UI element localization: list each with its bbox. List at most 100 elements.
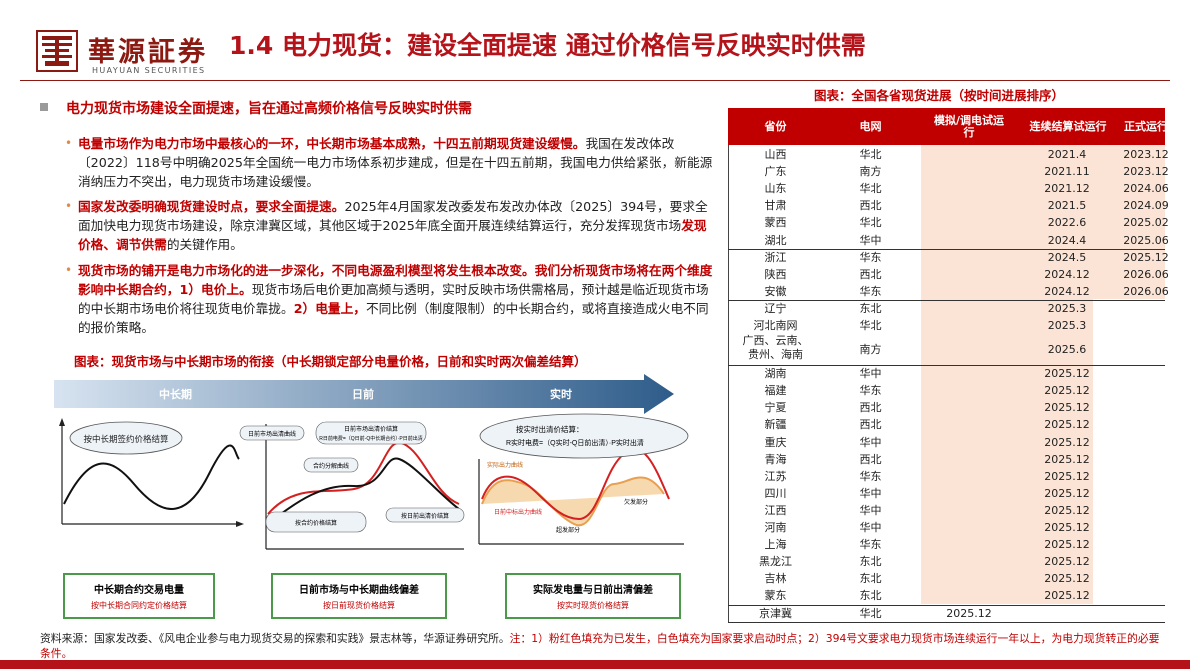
cell-formal: 2025.06	[1123, 233, 1169, 247]
table-row: 蒙西 华北 2022.6 2025.02	[728, 214, 1169, 231]
table-bottom-rule	[728, 622, 1165, 623]
cell-grid: 华东	[859, 469, 882, 483]
summary-box-2: 日前市场与中长期曲线偏差 按日前现货价格结算	[271, 573, 447, 619]
table-caption: 图表：全国各省现货进展（按时间进展排序）	[814, 88, 1065, 103]
bullet-2-tail: 的关键作用。	[166, 237, 243, 252]
cell-continuous: 2024.4	[1047, 233, 1087, 247]
panel3-bubble-text: 按实时出清价结算：	[516, 424, 584, 434]
col-header-trial: 模拟/调电试运行	[933, 113, 1005, 139]
cell-grid: 南方	[859, 165, 882, 179]
cell-grid: 华中	[859, 503, 882, 517]
cell-grid: 华中	[859, 367, 882, 381]
table-row: 山西 华北 2021.4 2023.12	[728, 146, 1169, 163]
bullet-dot-icon: •	[65, 136, 73, 150]
cell-province: 甘肃	[764, 199, 787, 213]
panel3-formula: R实时电费=（Q实时-Q日前出清）·P实时出清	[506, 438, 644, 447]
table-row: 黑龙江 东北 2025.12	[728, 553, 1165, 570]
table-row: 宁夏 西北 2025.12	[728, 399, 1165, 416]
cell-continuous: 2025.3	[1047, 301, 1087, 315]
table-row: 重庆 华中 2025.12	[728, 434, 1165, 451]
table-row: 陕西 西北 2024.12 2026.06	[728, 266, 1169, 283]
cell-province: 河南	[764, 521, 787, 534]
panel2-formula: R日前电费=（Q日前-Q中长期合约）·P日前出清	[319, 435, 422, 442]
table-row: 湖北 华中 2024.4 2025.06	[728, 232, 1169, 249]
cell-province: 浙江	[764, 250, 787, 264]
cell-formal: 2025.02	[1123, 216, 1169, 230]
table-row: 新疆 西北 2025.12	[728, 416, 1165, 433]
table-row: 青海 西北 2025.12	[728, 451, 1165, 468]
cell-grid: 华东	[859, 384, 882, 398]
col-header-continuous: 连续结算试运行	[1029, 119, 1107, 133]
cell-formal: 2025.12	[1123, 250, 1169, 264]
panel3-label-under: 欠发部分	[624, 498, 648, 506]
col-header-grid: 电网	[859, 119, 882, 133]
cell-grid: 华北	[859, 182, 882, 196]
logo-chinese-name: 華源証券	[88, 37, 208, 68]
panel-day-ahead: 日前市场出清曲线 日前市场出清价结算 R日前电费=（Q日前-Q中长期合约）·P日…	[239, 421, 465, 550]
cell-continuous: 2025.12	[1044, 452, 1090, 466]
panel1-bubble-text: 按中长期签约价格结算	[83, 434, 169, 444]
cell-formal: 2024.09	[1123, 199, 1169, 213]
cell-formal: 2026.06	[1123, 267, 1169, 281]
source-note: 资料来源：国家发改委、《风电企业参与电力现货交易的探索和实践》景志林等，华源证券…	[40, 631, 1170, 661]
cell-province: 广西、云南、贵州、海南	[742, 334, 809, 362]
cell-grid: 华中	[859, 233, 882, 247]
table-row: 山东 华北 2021.12 2024.06	[728, 180, 1169, 197]
panel3-label-actual: 实际出力曲线	[487, 461, 523, 469]
cell-province: 江苏	[764, 469, 787, 483]
huayuan-logo-icon	[36, 30, 78, 72]
cell-province: 辽宁	[764, 301, 787, 315]
cell-province: 陕西	[764, 267, 787, 281]
cell-continuous: 2021.5	[1047, 199, 1087, 213]
table-row: 吉林 东北 2025.12	[728, 570, 1165, 587]
bullet-dot-icon: •	[65, 263, 73, 277]
panel-mid-long: 按中长期签约价格结算	[59, 418, 244, 527]
bullet-1: • 电量市场作为电力市场中最核心的一环，中长期市场基本成熟，十四五前期现货建设缓…	[65, 134, 714, 191]
table-row: 河北南网 华北 2025.3	[728, 317, 1165, 334]
logo-english-name: HUAYUAN SECURITIES	[92, 66, 206, 75]
table-row: 蒙东 东北 2025.12	[728, 587, 1165, 604]
arrow-label-real-time: 实时	[550, 387, 572, 401]
table-row: 广东 南方 2021.11 2023.12	[728, 163, 1169, 180]
panel2-label-clearing-price: 按日前出清价结算	[401, 512, 449, 520]
cell-province: 吉林	[764, 572, 787, 586]
cell-grid: 西北	[859, 267, 882, 281]
page-title: 1.4 电力现货：建设全面提速 通过价格信号反映实时供需	[229, 31, 866, 60]
cell-grid: 南方	[859, 343, 882, 357]
cell-formal: 2023.12	[1123, 165, 1169, 179]
table-row: 辽宁 东北 2025.3	[728, 300, 1165, 317]
cell-province: 宁夏	[764, 401, 787, 415]
cell-continuous: 2021.4	[1047, 148, 1087, 161]
cell-continuous: 2025.12	[1044, 401, 1090, 415]
table-row: 京津冀 华北 2025.12	[728, 605, 1165, 622]
cell-continuous: 2025.12	[1044, 503, 1090, 517]
table-left-rule	[728, 145, 729, 622]
cell-province: 京津冀	[759, 606, 792, 620]
cell-grid: 华北	[859, 216, 882, 230]
cell-province: 青海	[764, 452, 787, 466]
cell-grid: 华北	[859, 148, 882, 161]
bullet-1-lead: 电量市场作为电力市场中最核心的一环，中长期市场基本成熟，十四五前期现货建设缓慢。	[78, 136, 586, 151]
box3-title: 实际发电量与日前出清偏差	[533, 583, 653, 596]
cell-continuous: 2025.12	[1044, 521, 1090, 534]
cell-province: 新疆	[764, 418, 787, 432]
table-row: 湖南 华中 2025.12	[728, 365, 1165, 382]
cell-continuous: 2025.12	[1044, 367, 1090, 381]
cell-formal: 2026.06	[1123, 284, 1169, 298]
cell-grid: 东北	[859, 301, 882, 315]
col-header-formal: 正式运行	[1124, 119, 1168, 133]
square-bullet-icon	[40, 103, 48, 111]
cell-province: 重庆	[764, 435, 787, 449]
cell-grid: 华中	[859, 521, 882, 534]
cell-province: 蒙西	[764, 216, 787, 230]
cell-grid: 东北	[859, 589, 882, 603]
arrow-label-mid-long: 中长期	[159, 387, 192, 401]
cell-continuous: 2025.12	[1044, 418, 1090, 432]
bullet-dot-icon: •	[65, 199, 73, 213]
cell-province: 江西	[764, 503, 787, 517]
cell-continuous: 2025.12	[1044, 384, 1090, 398]
panel2-label-clearing-settle: 日前市场出清价结算	[344, 425, 398, 433]
bullet-2-highlight: 发现价格、调节供需	[78, 218, 707, 252]
cell-province: 湖北	[764, 233, 787, 247]
box2-title: 日前市场与中长期曲线偏差	[299, 583, 419, 596]
